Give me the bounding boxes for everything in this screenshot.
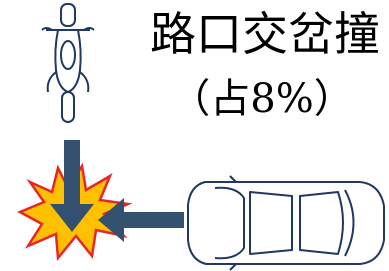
title: 路口交岔撞 [150,7,380,61]
car-icon [188,176,384,270]
motorcycle-icon [42,4,94,122]
subtitle: （占8%） [170,76,353,122]
illustration: 路口交岔撞 （占8%） [0,0,389,271]
collision-arrows [50,140,184,242]
